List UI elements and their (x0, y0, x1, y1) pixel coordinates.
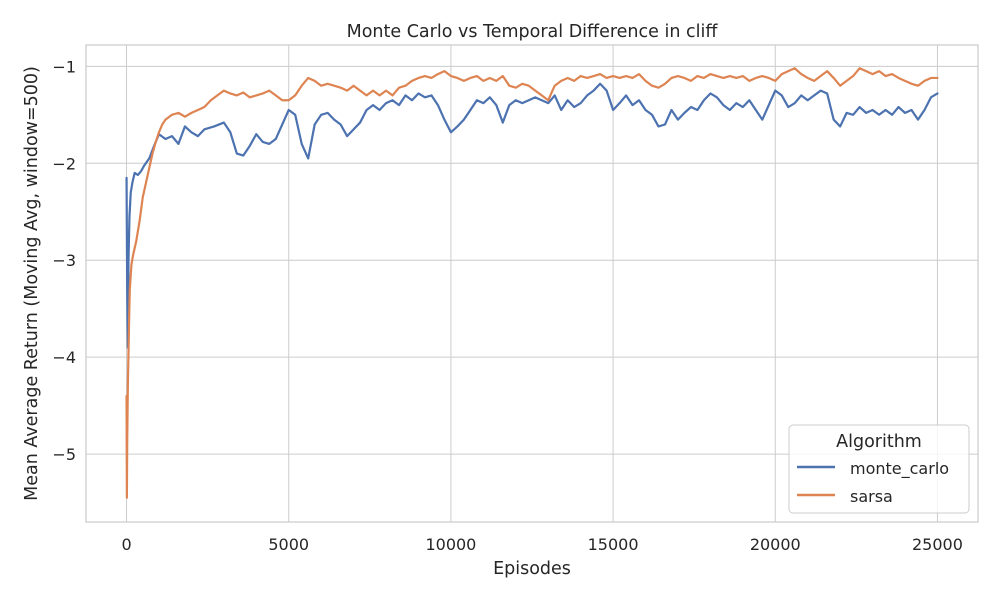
x-tick-label: 10000 (425, 535, 476, 554)
x-tick-label: 5000 (268, 535, 309, 554)
y-tick-label: −5 (52, 445, 76, 464)
y-tick-label: −4 (52, 348, 76, 367)
plot-frame (85, 44, 979, 523)
legend-label-sarsa: sarsa (850, 487, 893, 506)
chart-title: Monte Carlo vs Temporal Difference in cl… (347, 22, 719, 42)
series-line-monte-carlo (125, 82, 939, 349)
legend: Algorithm monte_carlo sarsa (788, 424, 970, 514)
x-tick-label: 0 (121, 535, 131, 554)
legend-label-monte-carlo: monte_carlo (850, 459, 949, 479)
y-tick-label: −3 (52, 251, 76, 270)
y-tick-label: −2 (52, 154, 76, 173)
y-tick-label: −1 (52, 57, 76, 76)
series-line-sarsa (125, 67, 939, 499)
x-tick-labels: 0 5000 10000 15000 20000 25000 (121, 535, 962, 554)
x-axis-label: Episodes (493, 559, 571, 579)
series-lines (125, 67, 939, 499)
legend-box (788, 424, 970, 514)
x-tick-label: 25000 (912, 535, 963, 554)
x-tick-label: 15000 (588, 535, 639, 554)
x-tick-label: 20000 (750, 535, 801, 554)
y-tick-labels: −5 −4 −3 −2 −1 (52, 57, 76, 464)
legend-title: Algorithm (836, 432, 922, 452)
y-axis-label: Mean Average Return (Moving Avg, window=… (22, 66, 42, 501)
